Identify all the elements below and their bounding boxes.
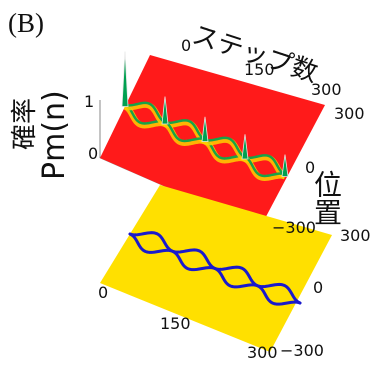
prob-axis-title-symbol: Pm(n) (37, 90, 72, 180)
top-surface-traces (121, 51, 289, 181)
bottom-tick-pos-0: 0 (313, 278, 324, 297)
trajectory-2 (128, 231, 302, 306)
top-tick-pos-0: 0 (305, 158, 316, 177)
peak-1 (121, 51, 129, 107)
peak-3 (201, 116, 209, 142)
prob-tick-0: 0 (88, 144, 99, 163)
peak-5 (281, 154, 289, 177)
peak-4 (241, 134, 249, 160)
position-axis-title: 位置 (310, 170, 343, 226)
prob-axis-title-kanji: 確率 (10, 97, 40, 150)
top-tick-steps-150: 150 (244, 60, 275, 79)
bottom-tick-steps-150: 150 (160, 314, 191, 333)
top-tick-steps-0: 0 (181, 36, 192, 55)
peak-2 (161, 96, 169, 125)
bottom-density-plot (100, 185, 332, 352)
top-tick-pos-300: 300 (334, 104, 365, 123)
top-surface-plot (99, 51, 325, 229)
bottom-tick-pos-m300: −300 (280, 341, 324, 360)
top-tick-steps-300: 300 (311, 80, 342, 99)
panel-label: (B) (8, 8, 44, 38)
bottom-tick-steps-300: 300 (247, 343, 278, 362)
bottom-tick-pos-300: 300 (340, 226, 371, 245)
top-tick-pos-m300: −300 (272, 218, 316, 237)
prob-tick-1: 1 (84, 92, 95, 111)
bottom-trajectories (128, 231, 302, 306)
bottom-tick-steps-0: 0 (98, 283, 109, 302)
